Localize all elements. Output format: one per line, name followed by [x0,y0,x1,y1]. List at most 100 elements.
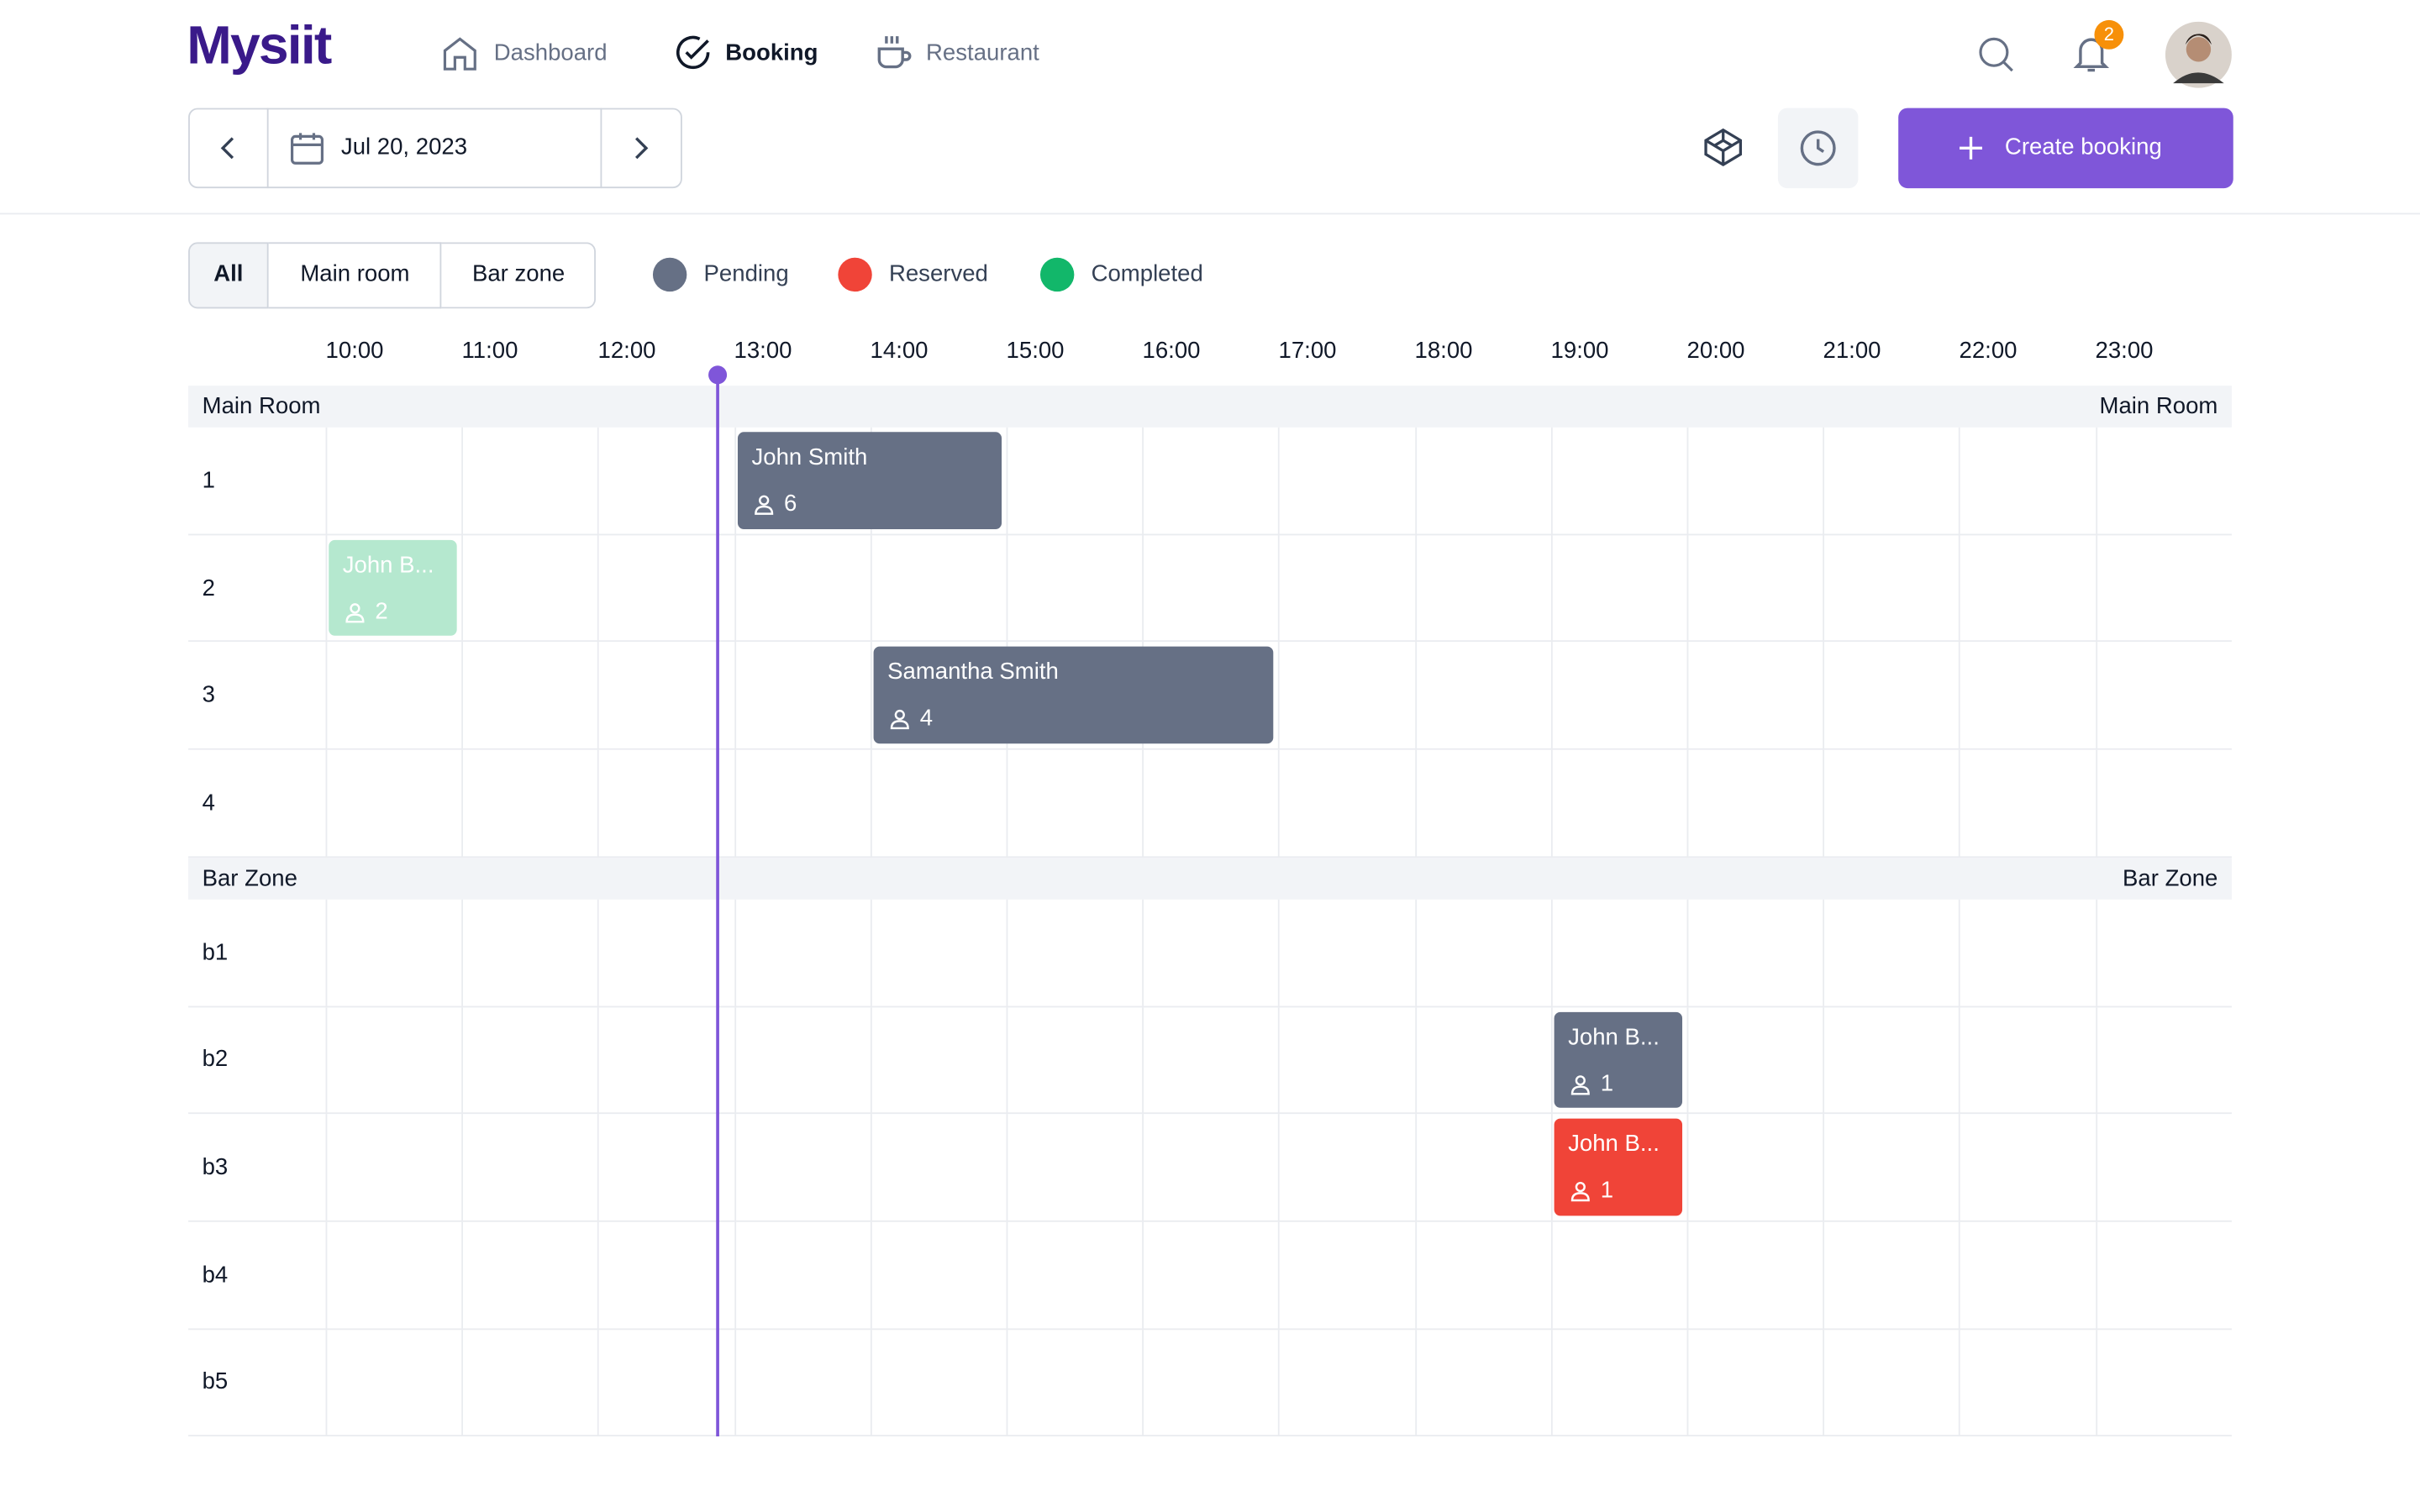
guest-icon [751,492,776,517]
filter-tab[interactable] [188,242,269,309]
nav-restaurant[interactable]: Restaurant [926,39,1039,66]
prev-button[interactable] [212,131,245,165]
grid-line [870,1329,872,1437]
grid-line [1959,749,1961,858]
grid-line [1142,1221,1144,1330]
grid-line [1823,642,1825,750]
grid-line [1686,1006,1689,1115]
row-line [188,1005,2232,1007]
row-label: 4 [202,790,215,816]
grid-line [1006,534,1008,643]
booking-card[interactable]: Samantha Smith 4 [873,647,1274,744]
grid-line [1959,534,1961,643]
row-label: 1 [202,467,215,494]
grid-line [1823,427,1825,535]
filter-tab[interactable] [441,242,596,309]
filter-label[interactable]: Main room [300,260,410,287]
guest-count: 4 [919,706,934,732]
booking-card[interactable]: John B... 1 [1554,1011,1683,1109]
grid-line [2095,427,2097,535]
grid-line [1823,1006,1825,1115]
grid-line [734,1006,736,1115]
grid-line [1823,749,1825,858]
nav-dashboard[interactable]: Dashboard [493,39,608,66]
grid-line [2095,1221,2097,1330]
grid-line [870,1006,872,1115]
time-label: 17:00 [1278,338,1337,365]
grid-line [1414,1329,1417,1437]
section-header [188,857,2232,900]
create-booking-label[interactable]: Create booking [2004,134,2162,161]
time-label: 20:00 [1686,338,1745,365]
layout-icon[interactable] [1702,127,1744,169]
grid-line [870,899,872,1007]
create-booking-button[interactable] [1898,108,2233,189]
grid-line [1959,642,1961,750]
booking-name: John B... [1568,1023,1660,1050]
nav-booking[interactable]: Booking [725,39,818,66]
filter-label[interactable]: Bar zone [471,260,566,287]
row-label: b3 [202,1153,229,1181]
grid-line [1686,1114,1689,1222]
grid-line [1959,427,1961,535]
time-label: 23:00 [2095,338,2154,365]
grid-line [1278,642,1281,750]
legend-dot [1039,257,1075,292]
current-time-dot [708,365,728,385]
time-label: 13:00 [734,338,792,365]
grid-line [461,899,464,1007]
search-icon[interactable] [1975,34,2016,74]
grid-line [1142,899,1144,1007]
grid-line [1686,1329,1689,1437]
grid-line [870,1114,872,1222]
grid-line [461,749,464,858]
grid-line [597,1114,600,1222]
grid-line [325,749,328,858]
time-label: 21:00 [1823,338,1881,365]
avatar[interactable] [2165,21,2232,88]
filter-label[interactable]: All [213,260,244,287]
grid-line [734,642,736,750]
grid-line [2095,1006,2097,1115]
grid-line [1550,642,1553,750]
row-line [188,748,2232,750]
grid-line [2095,749,2097,858]
legend-label: Pending [703,260,789,287]
row-line [188,1327,2232,1330]
grid-line [1823,1329,1825,1437]
booking-card[interactable]: John B... 1 [1554,1118,1683,1216]
booking-card[interactable]: John Smith 6 [737,432,1002,529]
grid-line [1414,1221,1417,1330]
grid-line [461,1329,464,1437]
grid-line [1550,1221,1553,1330]
grid-line [870,749,872,858]
grid-line [597,427,600,535]
grid-line [597,1329,600,1437]
logo[interactable]: Mysiit [187,15,332,76]
time-label: 16:00 [1142,338,1201,365]
booking-name: John B... [342,551,434,579]
booking-card[interactable]: John B... 2 [329,539,457,637]
next-button[interactable] [623,131,657,165]
guest-icon [1568,1179,1592,1204]
grid-line [1550,899,1553,1007]
legend-dot [838,257,872,292]
row-label: b1 [202,938,229,966]
grid-line [1823,899,1825,1007]
filter-tab[interactable] [268,242,442,309]
grid-line [734,899,736,1007]
grid-line [1823,1221,1825,1330]
grid-line [1142,749,1144,858]
row-label: b4 [202,1261,229,1289]
grid-line [1006,1221,1008,1330]
grid-line [1686,1221,1689,1330]
section-header [188,386,2232,428]
grid-line [597,642,600,750]
grid-line [1142,427,1144,535]
clock-icon [1800,130,1836,166]
grid-line [1550,427,1553,535]
date-text[interactable]: Jul 20, 2023 [340,134,468,161]
guest-icon [343,600,367,624]
guest-count: 2 [375,598,388,625]
